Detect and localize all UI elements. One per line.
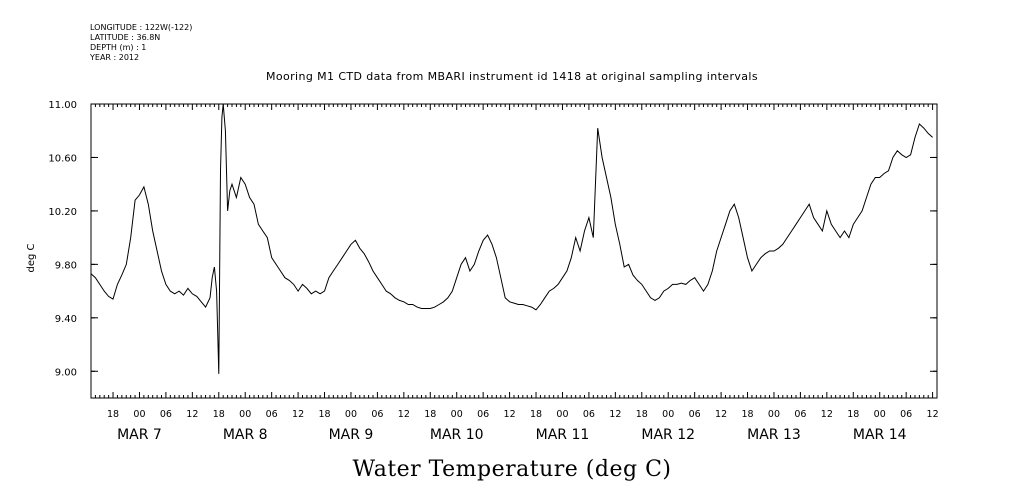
- x-tick-label: 18: [636, 409, 648, 420]
- x-day-label: MAR 11: [536, 427, 590, 443]
- x-day-label: MAR 10: [430, 427, 484, 443]
- year-label: YEAR : 2012: [89, 53, 139, 62]
- x-tick-label: 00: [133, 409, 145, 420]
- x-tick-label: 12: [398, 409, 410, 420]
- x-tick-label: 18: [213, 409, 225, 420]
- x-tick-label: 06: [266, 409, 278, 420]
- x-axis-title: Water Temperature (deg C): [353, 457, 672, 482]
- x-tick-label: 00: [662, 409, 674, 420]
- x-tick-label: 06: [900, 409, 912, 420]
- x-day-label: MAR 13: [747, 427, 801, 443]
- x-day-label: MAR 14: [853, 427, 907, 443]
- x-tick-label: 18: [530, 409, 542, 420]
- y-tick-label: 10.60: [48, 153, 77, 164]
- x-day-label: MAR 8: [223, 427, 268, 443]
- x-tick-label: 18: [318, 409, 330, 420]
- chart-title: Mooring M1 CTD data from MBARI instrumen…: [266, 70, 758, 83]
- x-tick-label: 12: [821, 409, 833, 420]
- x-tick-label: 12: [186, 409, 198, 420]
- y-axis-label: deg C: [26, 243, 37, 272]
- x-tick-label: 06: [371, 409, 383, 420]
- x-tick-label: 12: [715, 409, 727, 420]
- x-tick-label: 00: [345, 409, 357, 420]
- x-tick-label: 18: [107, 409, 119, 420]
- y-tick-label: 9.80: [55, 260, 77, 271]
- latitude-label: LATITUDE : 36.8N: [90, 33, 160, 42]
- x-tick-label: 00: [874, 409, 886, 420]
- x-tick-label: 18: [847, 409, 859, 420]
- x-tick-label: 18: [424, 409, 436, 420]
- y-tick-label: 10.20: [48, 207, 77, 218]
- x-tick-label: 12: [609, 409, 621, 420]
- plot-area: 9.00 9.40 9.80 10.20 10.60 11.00 18 00 06 12 18 00 0…: [48, 100, 938, 443]
- longitude-label: LONGITUDE : 122W(-122): [90, 23, 192, 32]
- x-tick-label: 12: [927, 409, 939, 420]
- x-tick-label: 00: [768, 409, 780, 420]
- x-tick-label: 00: [556, 409, 568, 420]
- x-day-label: MAR 7: [117, 427, 162, 443]
- y-tick-label: 11.00: [48, 100, 77, 111]
- x-tick-label: 00: [239, 409, 251, 420]
- y-tick-label: 9.00: [55, 367, 77, 378]
- x-tick-label: 06: [689, 409, 701, 420]
- x-tick-label: 06: [794, 409, 806, 420]
- x-tick-label: 18: [741, 409, 753, 420]
- depth-label: DEPTH (m) : 1: [90, 43, 146, 52]
- y-tick-label: 9.40: [55, 314, 77, 325]
- series-line: [90, 103, 933, 374]
- x-tick-label: 12: [292, 409, 304, 420]
- x-tick-label: 06: [160, 409, 172, 420]
- x-day-label: MAR 9: [329, 427, 374, 443]
- x-tick-label: 00: [451, 409, 463, 420]
- x-tick-label: 06: [583, 409, 595, 420]
- x-tick-label: 12: [504, 409, 516, 420]
- x-day-label: MAR 12: [641, 427, 695, 443]
- x-tick-label: 06: [477, 409, 489, 420]
